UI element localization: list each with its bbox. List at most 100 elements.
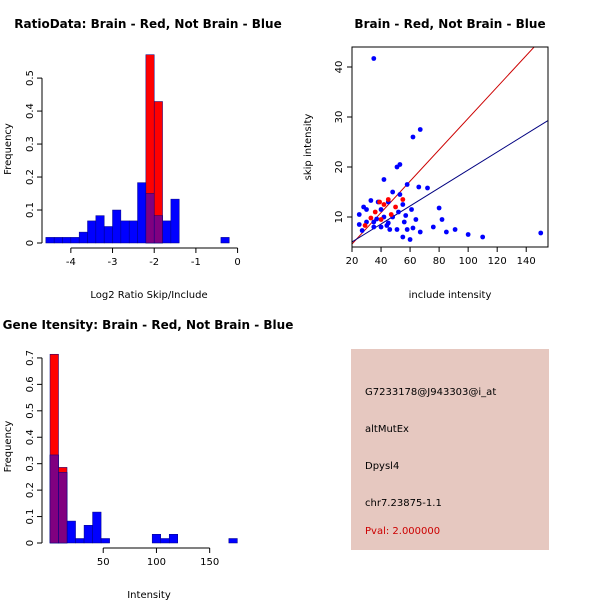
scatter-point-notbrain — [394, 227, 400, 232]
scatter-point-brain — [372, 209, 378, 215]
intensity-x-tick-label: 50 — [97, 557, 110, 568]
scatter-y-tick-label: 20 — [334, 161, 345, 174]
ratio-y-tick-label: 0.3 — [25, 136, 36, 152]
scatter-point-notbrain — [371, 56, 377, 61]
ratio-x-tick-label: -2 — [149, 257, 159, 268]
scatter-point-brain — [377, 199, 382, 205]
scatter-point-notbrain — [425, 185, 430, 191]
scatter-title: Brain - Red, Not Brain - Blue — [354, 17, 545, 31]
scatter-point-notbrain — [410, 225, 416, 231]
scatter-x-tick-label: 140 — [517, 256, 536, 267]
ratio-bar-notbrain — [78, 231, 88, 244]
scatter-point-notbrain — [403, 213, 409, 218]
ratio-bar-notbrain — [45, 237, 55, 244]
scatter-point-notbrain — [387, 227, 393, 232]
scatter-ylabel: skip intensity — [303, 114, 314, 181]
scatter-point-notbrain — [430, 224, 436, 230]
scatter-frame — [351, 46, 549, 248]
scatter-point-notbrain — [374, 216, 380, 222]
intensity-bar-notbrain — [100, 538, 110, 544]
ratio-y-tick-label: 0.5 — [25, 70, 36, 86]
scatter-x-tick-label: 20 — [346, 256, 359, 267]
ratio-y-tick-label: 0.4 — [25, 103, 36, 119]
ratio-bar-notbrain — [162, 220, 172, 244]
scatter-point-notbrain — [407, 237, 413, 242]
probe-id: G7233178@J943303@i_at — [365, 387, 497, 398]
ratio-y-tick-label: 0 — [25, 240, 36, 246]
intensity-bar-notbrain — [160, 538, 170, 544]
scatter-point-notbrain — [356, 222, 362, 227]
scatter-point-notbrain — [378, 207, 384, 212]
intensity-bar-notbrain — [83, 525, 93, 544]
scatter-point-notbrain — [538, 230, 544, 236]
scatter-point-brain — [393, 204, 398, 210]
intensity-bar-notbrain — [92, 511, 102, 544]
scatter-x-tick-label: 120 — [488, 256, 507, 267]
scatter-y-tick-label: 40 — [334, 61, 345, 74]
ratio-ylabel: Frequency — [3, 123, 14, 175]
intensity-bar-notbrain — [66, 520, 76, 544]
scatter-point-brain — [378, 217, 384, 222]
intensity-x-tick-label: 150 — [200, 557, 219, 568]
scatter-point-notbrain — [396, 209, 401, 215]
intensity-bar-notbrain — [168, 534, 178, 544]
scatter-point-notbrain — [404, 227, 410, 232]
scatter-point-notbrain — [417, 229, 423, 235]
scatter-point-notbrain — [371, 219, 377, 225]
scatter-point-notbrain — [378, 224, 384, 230]
intensity-y-tick-label: 0.3 — [25, 456, 36, 472]
ratio-bar-notbrain — [128, 220, 138, 244]
event-type: altMutEx — [365, 424, 409, 435]
scatter-point-notbrain — [390, 189, 396, 195]
scatter-point-notbrain — [400, 202, 406, 207]
scatter-y-tick-label: 10 — [334, 211, 345, 224]
scatter-x-tick-label: 100 — [459, 256, 478, 267]
scatter-x-tick-label: 60 — [404, 256, 417, 267]
scatter-x-tick-label: 40 — [375, 256, 388, 267]
ratio-x-tick-label: -3 — [108, 257, 118, 268]
intensity-y-tick-label: 0.1 — [25, 509, 36, 525]
scatter-point-brain — [400, 197, 406, 202]
intensity-y-tick-label: 0.7 — [25, 350, 36, 366]
scatter-point-notbrain — [364, 207, 369, 212]
scatter-point-notbrain — [371, 224, 377, 230]
scatter-xlabel: include intensity — [409, 290, 492, 301]
gene-name: Dpysl4 — [365, 461, 400, 472]
ratio-bar-notbrain — [62, 237, 72, 244]
scatter-fit-line — [352, 47, 535, 245]
ratio-bar-notbrain — [170, 198, 180, 244]
scatter-point-brain — [385, 197, 391, 202]
scatter-point-notbrain — [368, 198, 374, 203]
intensity-bar-overlap — [58, 472, 68, 544]
ratio-y-tick-label: 0.1 — [25, 202, 36, 218]
scatter-point-notbrain — [409, 207, 414, 212]
ratio-bar-notbrain — [103, 226, 113, 244]
scatter-point-brain — [368, 215, 374, 221]
intensity-y-tick-label: 0 — [25, 540, 36, 546]
scatter-point-notbrain — [400, 234, 406, 240]
intensity-y-tick-label: 0.6 — [25, 376, 36, 392]
scatter-point-notbrain — [439, 217, 445, 222]
ratio-bar-overlap — [153, 215, 163, 244]
scatter-point-notbrain — [417, 127, 423, 132]
scatter-x-tick-label: 80 — [433, 256, 446, 267]
intensity-y-tick-label: 0.2 — [25, 482, 36, 498]
info-panel: G7233178@J943303@i_at altMutEx Dpysl4 ch… — [351, 349, 549, 550]
scatter-fit-line — [352, 120, 548, 243]
scatter-point-notbrain — [384, 223, 390, 228]
intensity-bar-notbrain — [75, 538, 85, 544]
scatter-point-notbrain — [397, 192, 403, 197]
scatter-point-notbrain — [480, 234, 486, 240]
intensity-x-tick-label: 100 — [147, 557, 166, 568]
ratio-x-tick-label: 0 — [234, 257, 240, 268]
scatter-point-notbrain — [413, 217, 419, 222]
scatter-point-notbrain — [436, 205, 442, 211]
intensity-bar-notbrain — [228, 538, 238, 544]
intensity-title: Gene Itensity: Brain - Red, Not Brain - … — [3, 318, 294, 332]
scatter-point-notbrain — [381, 177, 387, 182]
ratio-bar-notbrain — [112, 209, 122, 244]
intensity-y-tick-label: 0.5 — [25, 403, 36, 419]
scatter-point-brain — [362, 223, 368, 228]
ratio-x-tick-label: -1 — [191, 257, 201, 268]
